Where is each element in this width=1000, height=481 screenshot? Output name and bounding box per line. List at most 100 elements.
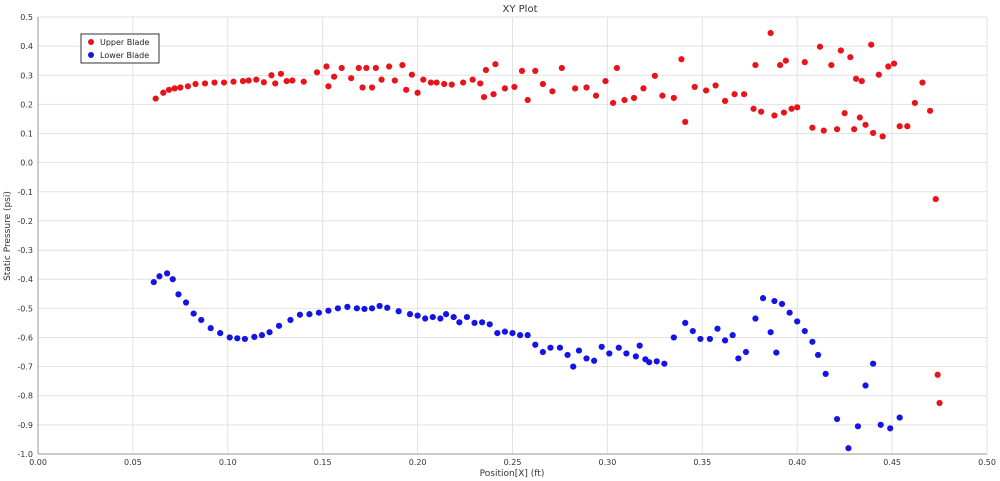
data-point	[670, 94, 677, 102]
y-tick-label: -0.9	[17, 421, 33, 430]
data-point	[556, 344, 564, 351]
data-point	[670, 334, 677, 341]
data-point	[501, 328, 509, 335]
data-point	[659, 92, 666, 99]
data-point	[296, 311, 304, 318]
data-point	[422, 315, 429, 322]
data-point	[395, 308, 402, 315]
data-point	[408, 71, 416, 78]
x-tick-label: 0.30	[598, 458, 616, 467]
data-point	[253, 76, 260, 83]
data-point	[828, 61, 835, 69]
data-point	[315, 309, 323, 316]
data-point	[868, 41, 875, 48]
data-point	[904, 123, 911, 130]
data-point	[442, 311, 450, 318]
data-point	[266, 329, 273, 336]
legend-marker-lower-blade	[88, 52, 94, 58]
data-point	[786, 309, 793, 316]
y-tick-label: 0.0	[20, 159, 33, 168]
data-point	[896, 123, 903, 130]
data-point	[575, 347, 583, 354]
x-tick-label: 0.20	[409, 458, 427, 467]
data-point	[463, 313, 471, 321]
data-point	[801, 59, 808, 66]
data-point	[480, 94, 488, 101]
data-point	[518, 67, 526, 74]
data-point	[630, 94, 638, 102]
data-point	[234, 335, 241, 342]
data-point	[558, 64, 565, 72]
data-point	[583, 84, 590, 91]
data-point	[678, 56, 685, 63]
data-point	[275, 322, 283, 329]
data-point	[160, 89, 167, 96]
data-point	[448, 81, 455, 88]
data-point	[771, 297, 778, 305]
data-point	[511, 83, 518, 91]
data-point	[211, 79, 218, 86]
data-point	[875, 71, 882, 78]
y-tick-label: 0.3	[20, 71, 33, 80]
data-point	[854, 423, 862, 430]
y-tick-label: -0.4	[17, 275, 33, 284]
data-point	[486, 321, 493, 328]
data-point	[201, 80, 209, 87]
data-point	[782, 57, 789, 64]
data-point	[731, 91, 738, 98]
data-point	[277, 70, 285, 77]
series-lower-blade	[150, 270, 903, 452]
data-point	[623, 350, 630, 357]
data-point	[911, 99, 918, 107]
data-point	[851, 126, 858, 133]
data-point	[613, 64, 620, 72]
data-point	[239, 77, 247, 85]
data-point	[919, 79, 926, 86]
data-point	[721, 97, 729, 105]
data-point	[780, 109, 788, 116]
data-point	[862, 121, 869, 128]
data-point	[175, 291, 182, 298]
data-point	[777, 61, 784, 69]
data-point	[816, 43, 824, 50]
data-point	[338, 64, 345, 72]
data-point	[767, 29, 774, 37]
data-point	[712, 82, 719, 89]
data-point	[890, 60, 898, 67]
data-point	[361, 305, 368, 313]
data-point	[359, 84, 366, 91]
series-upper-blade	[152, 29, 943, 407]
data-point	[697, 335, 704, 343]
data-point	[323, 63, 330, 70]
data-point	[592, 92, 600, 99]
data-point	[313, 69, 321, 76]
data-point	[837, 47, 844, 54]
data-points	[150, 29, 943, 452]
data-point	[609, 99, 617, 107]
data-point	[771, 112, 778, 119]
data-point	[456, 319, 463, 326]
data-point	[348, 75, 355, 82]
data-point	[877, 421, 884, 428]
legend-box	[80, 33, 160, 64]
legend-label-upper-blade: Upper Blade	[100, 38, 149, 47]
data-point	[572, 85, 579, 92]
data-point	[615, 344, 622, 351]
data-point	[653, 358, 660, 365]
data-point	[524, 96, 531, 104]
axes	[37, 17, 987, 455]
data-point	[386, 63, 393, 70]
x-tick-label: 0.05	[124, 458, 142, 467]
data-point	[433, 79, 440, 86]
y-tick-label: -0.3	[17, 246, 33, 255]
y-tick-label: -0.7	[17, 363, 33, 372]
data-point	[190, 310, 197, 317]
data-point	[300, 78, 307, 85]
data-point	[330, 73, 338, 80]
data-point	[171, 85, 178, 92]
data-point	[156, 273, 163, 280]
data-point	[230, 78, 237, 85]
data-point	[809, 124, 816, 131]
data-point	[501, 85, 509, 92]
data-point	[182, 299, 190, 306]
